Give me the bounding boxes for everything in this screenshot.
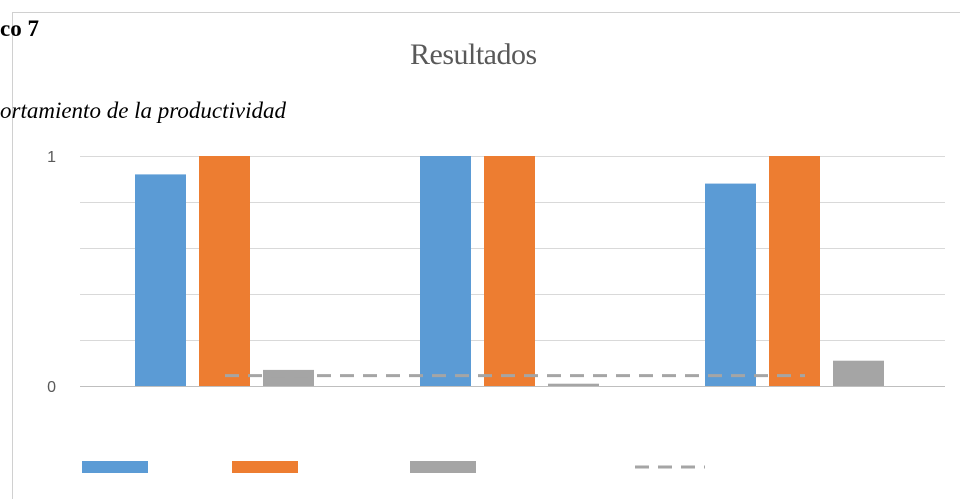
legend-swatch — [82, 461, 148, 473]
chart-title: Resultados — [410, 38, 537, 71]
bar — [135, 174, 186, 386]
bar — [833, 360, 884, 386]
bar — [484, 156, 535, 386]
legend-swatch — [232, 461, 298, 473]
legend-swatch — [410, 461, 476, 473]
y-tick-label: 0 — [47, 379, 56, 396]
bar — [705, 183, 756, 386]
bar — [548, 383, 599, 386]
y-tick-label: 1 — [47, 149, 56, 166]
document-caption: ortamiento de la productividad — [0, 98, 286, 123]
bar — [263, 369, 314, 386]
document-heading: co 7 — [0, 16, 39, 41]
bar — [199, 156, 250, 386]
bar — [769, 156, 820, 386]
chart-frame-top — [12, 12, 960, 13]
bar — [420, 156, 471, 386]
chart-frame-left — [12, 12, 13, 499]
